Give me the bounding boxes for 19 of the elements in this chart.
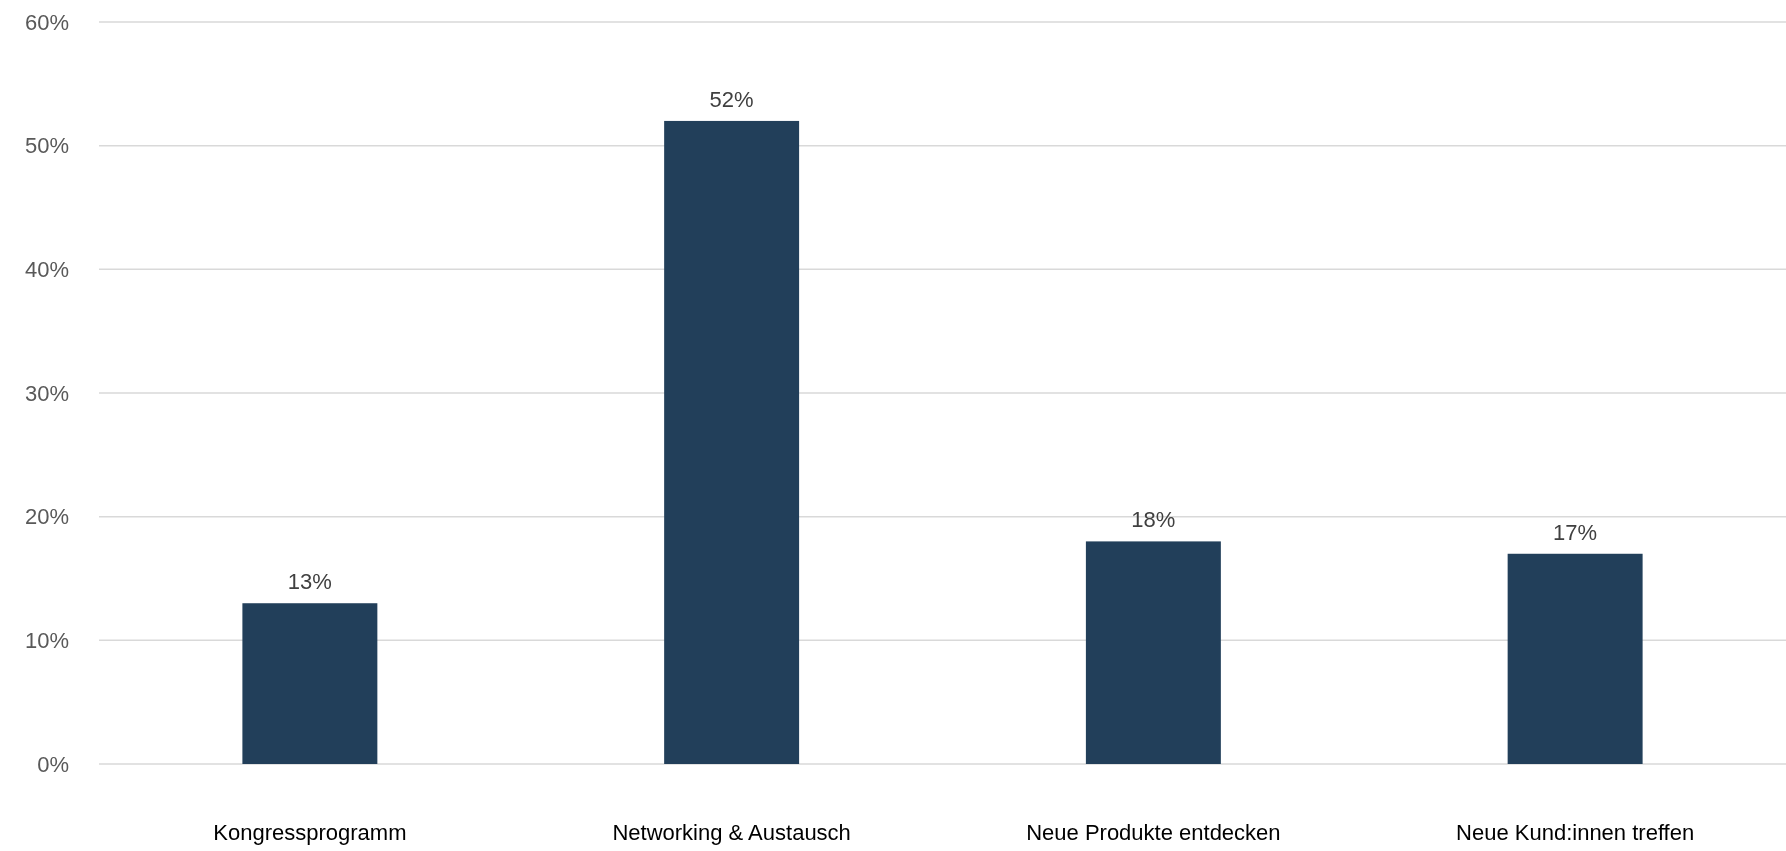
y-tick-label: 30% <box>24 380 69 406</box>
x-tick-label: Kongressprogramm <box>213 820 407 845</box>
data-label: 18% <box>1131 507 1176 533</box>
y-tick-label: 40% <box>24 257 69 283</box>
y-tick-label: 20% <box>24 504 69 530</box>
x-tick-label: Neue Produkte entdecken <box>1026 820 1281 845</box>
y-tick-label: 50% <box>24 133 69 159</box>
x-tick-label: Networking & Austausch <box>612 820 851 845</box>
y-tick-label: 60% <box>24 9 69 35</box>
bar <box>664 120 800 764</box>
y-tick-label: 0% <box>37 751 69 777</box>
data-label: 17% <box>1553 519 1598 545</box>
data-label: 52% <box>709 86 754 112</box>
y-tick-label: 10% <box>24 628 69 654</box>
x-tick-label: Neue Kund:innen treffen <box>1456 820 1695 845</box>
bar <box>1085 541 1221 764</box>
bar <box>242 603 378 764</box>
bar <box>1507 553 1643 764</box>
data-label: 13% <box>287 569 332 595</box>
